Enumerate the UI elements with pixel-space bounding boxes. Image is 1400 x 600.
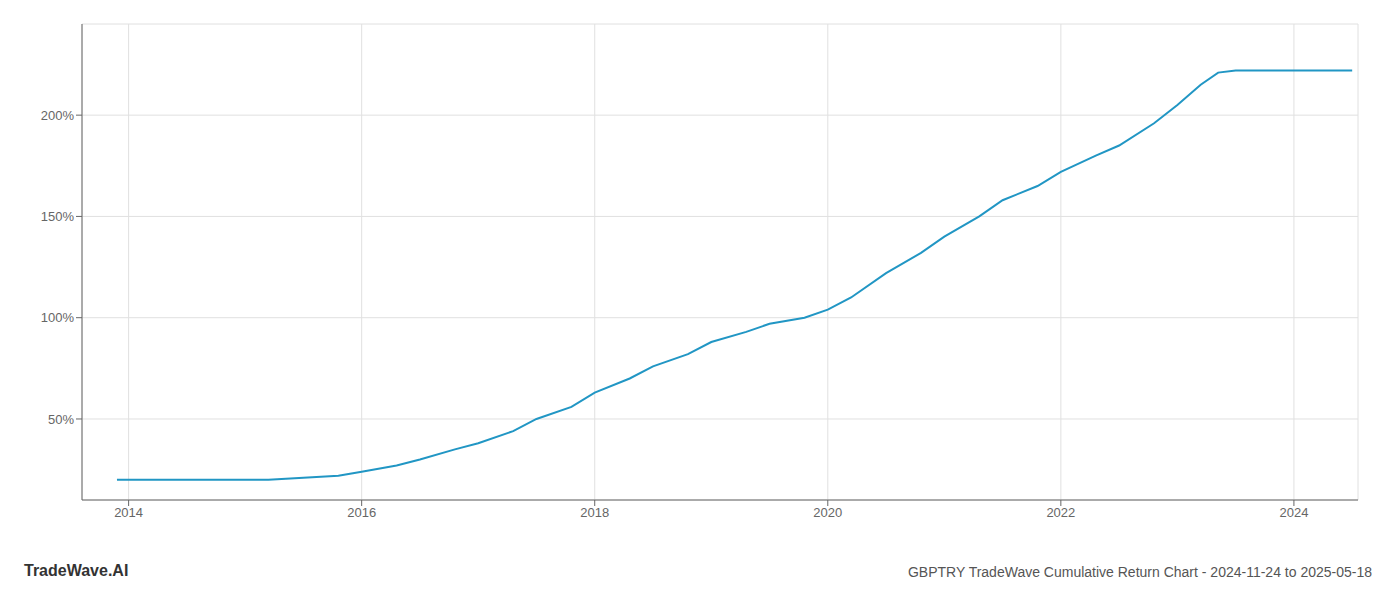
svg-text:2016: 2016 — [347, 505, 376, 520]
svg-text:100%: 100% — [41, 310, 75, 325]
svg-text:2014: 2014 — [114, 505, 143, 520]
html-text:TradeWave.AI: TradeWave.AI — [24, 562, 129, 579]
svg-text:200%: 200% — [41, 108, 75, 123]
svg-text:50%: 50% — [48, 412, 74, 427]
svg-text:2020: 2020 — [813, 505, 842, 520]
html-text:GBPTRY TradeWave Cumulative Re: GBPTRY TradeWave Cumulative Return Chart… — [907, 564, 1372, 580]
svg-text:2024: 2024 — [1279, 505, 1308, 520]
svg-text:2022: 2022 — [1046, 505, 1075, 520]
svg-text:150%: 150% — [41, 209, 75, 224]
svg-text:2018: 2018 — [580, 505, 609, 520]
